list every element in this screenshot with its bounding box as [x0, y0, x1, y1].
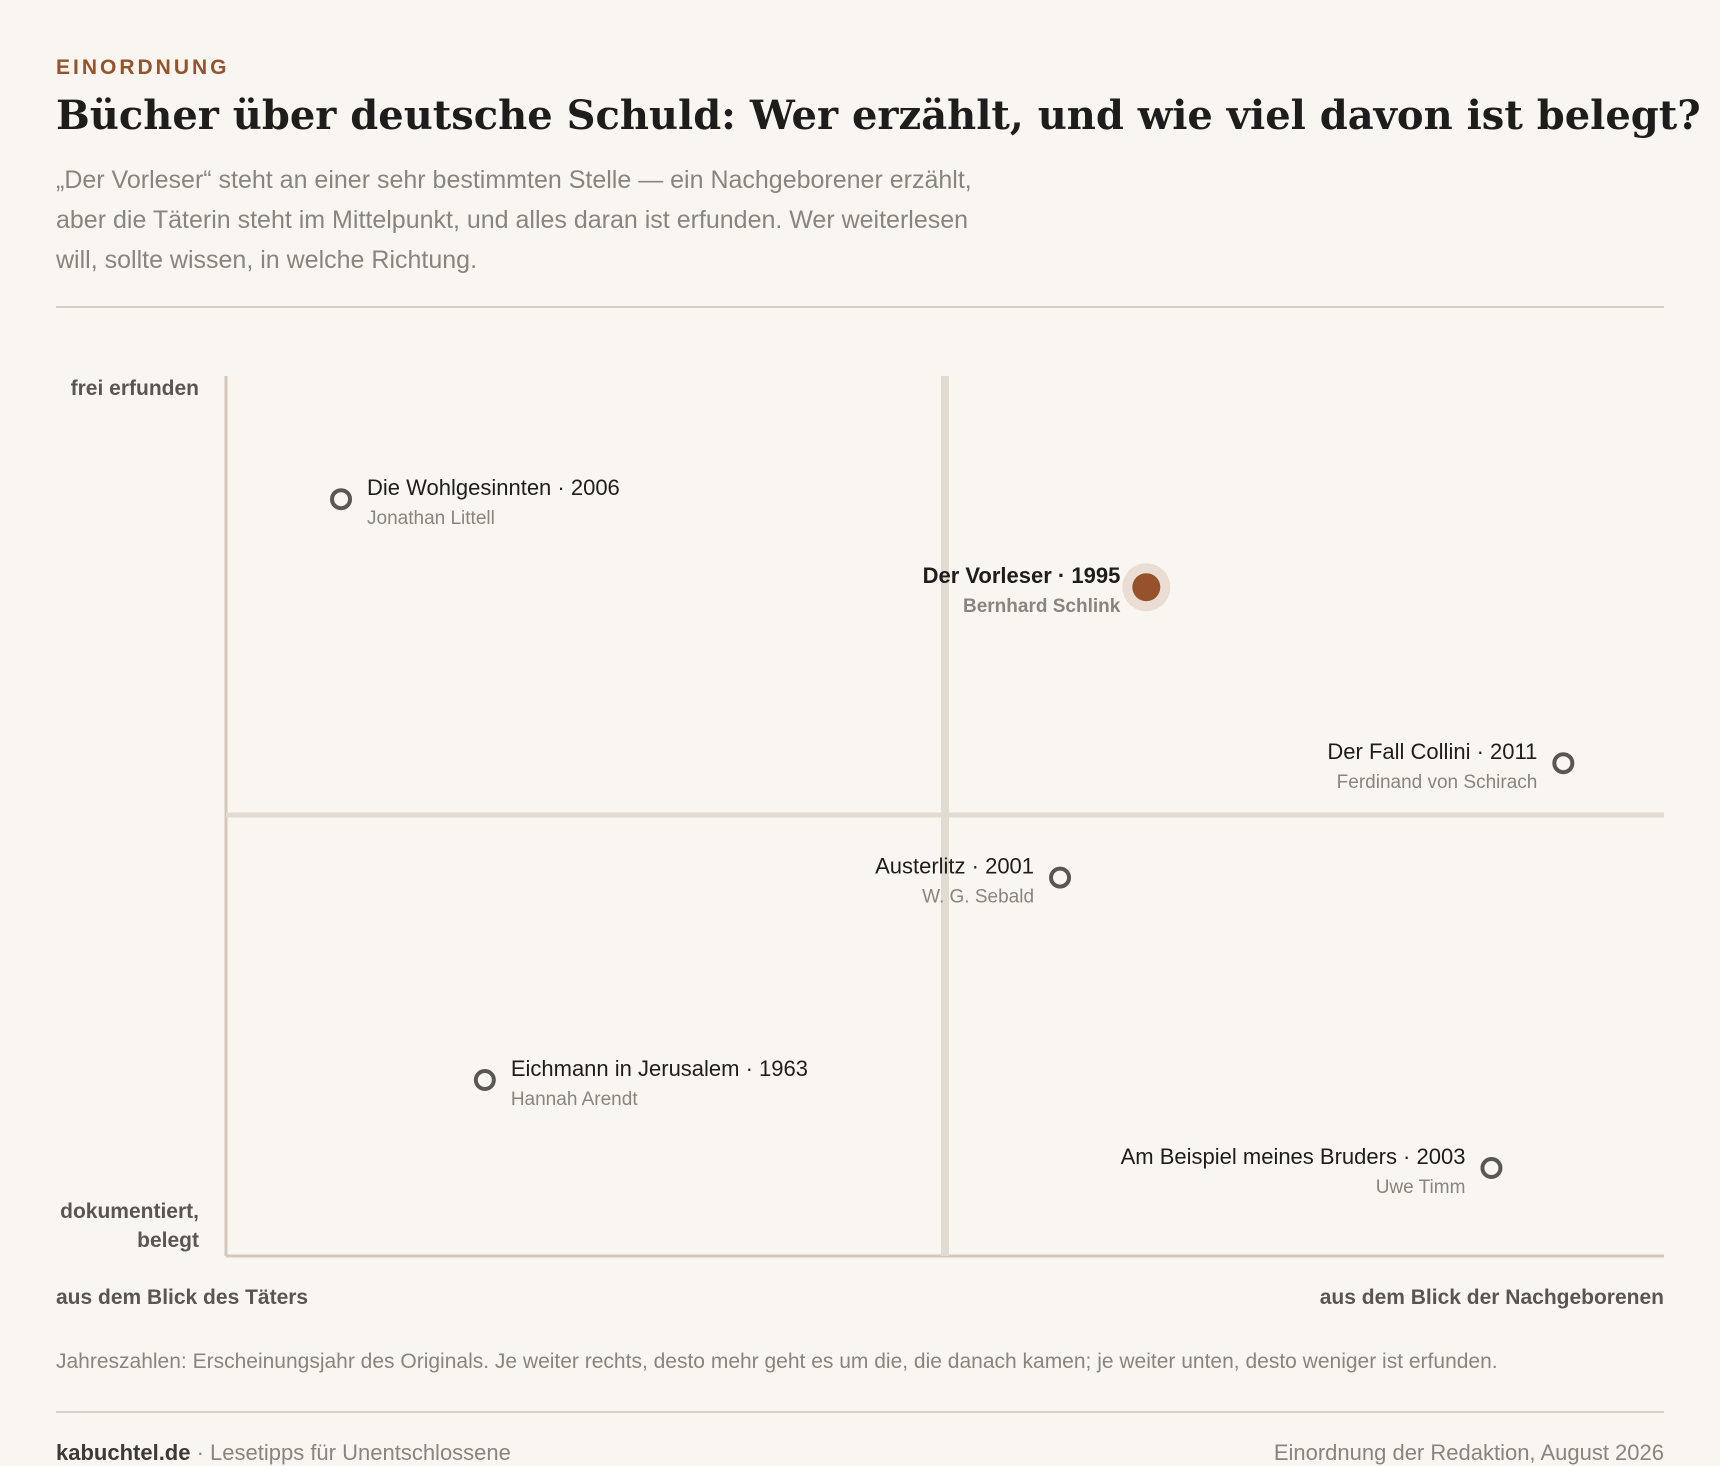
- point-title: Der Vorleser · 1995: [923, 563, 1121, 588]
- subtitle: „Der Vorleser“ steht an einer sehr besti…: [56, 166, 972, 274]
- point-title: Austerlitz · 2001: [875, 854, 1034, 879]
- page-title: Bücher über deutsche Schuld: Wer erzählt…: [56, 92, 1701, 139]
- point-author: Bernhard Schlink: [963, 596, 1121, 617]
- point-marker-highlight: [1132, 573, 1161, 602]
- point-marker: [1552, 752, 1575, 775]
- site-link[interactable]: kabuchtel.de: [56, 1440, 191, 1465]
- point-marker: [1480, 1157, 1503, 1179]
- point-marker: [330, 488, 353, 511]
- point-author: Ferdinand von Schirach: [1337, 772, 1538, 793]
- point-author: W. G. Sebald: [922, 887, 1034, 908]
- point-marker: [1049, 866, 1072, 889]
- data-point: Austerlitz · 2001 W. G. Sebald: [875, 854, 1072, 908]
- point-title: Die Wohlgesinnten · 2006: [367, 475, 620, 500]
- data-point: Eichmann in Jerusalem · 1963 Hannah Arend…: [473, 1056, 808, 1110]
- data-point: Der Vorleser · 1995 Bernhard Schlink: [923, 563, 1171, 617]
- point-title: Der Fall Collini · 2011: [1327, 739, 1537, 764]
- kicker: EINORDNUNG: [56, 56, 230, 79]
- point-author: Hannah Arendt: [511, 1089, 638, 1110]
- data-point: Die Wohlgesinnten · 2006 Jonathan Littell: [330, 475, 620, 529]
- footer-left: kabuchtel.de · Lesetipps für Unentschlos…: [56, 1440, 511, 1466]
- point-title: Am Beispiel meines Bruders · 2003: [1121, 1144, 1466, 1169]
- header-divider: [56, 306, 1664, 308]
- y-axis-bottom-label: dokumentiert, belegt: [60, 1200, 199, 1252]
- chart-note: Jahreszahlen: Erscheinungsjahr des Origi…: [56, 1350, 1498, 1373]
- data-point: Der Fall Collini · 2011 Ferdinand von Sch…: [1327, 739, 1575, 793]
- point-author: Jonathan Littell: [367, 508, 495, 529]
- footer-divider: [56, 1411, 1664, 1413]
- data-points: Die Wohlgesinnten · 2006 Jonathan Littell…: [330, 475, 1575, 1198]
- point-marker: [473, 1069, 496, 1091]
- footer-credit: Einordnung der Redaktion, August 2026: [1273, 1440, 1664, 1465]
- point-title: Eichmann in Jerusalem · 1963: [511, 1056, 808, 1081]
- point-author: Uwe Timm: [1376, 1177, 1466, 1198]
- x-axis-right-label: aus dem Blick der Nachgeborenen: [1319, 1286, 1664, 1309]
- footer-tagline: · Lesetipps für Unentschlossene: [190, 1440, 511, 1465]
- y-axis-top-label: frei erfunden: [70, 377, 199, 400]
- x-axis-left-label: aus dem Blick des Täters: [56, 1286, 309, 1309]
- data-point: Am Beispiel meines Bruders · 2003 Uwe Tim…: [1121, 1144, 1503, 1198]
